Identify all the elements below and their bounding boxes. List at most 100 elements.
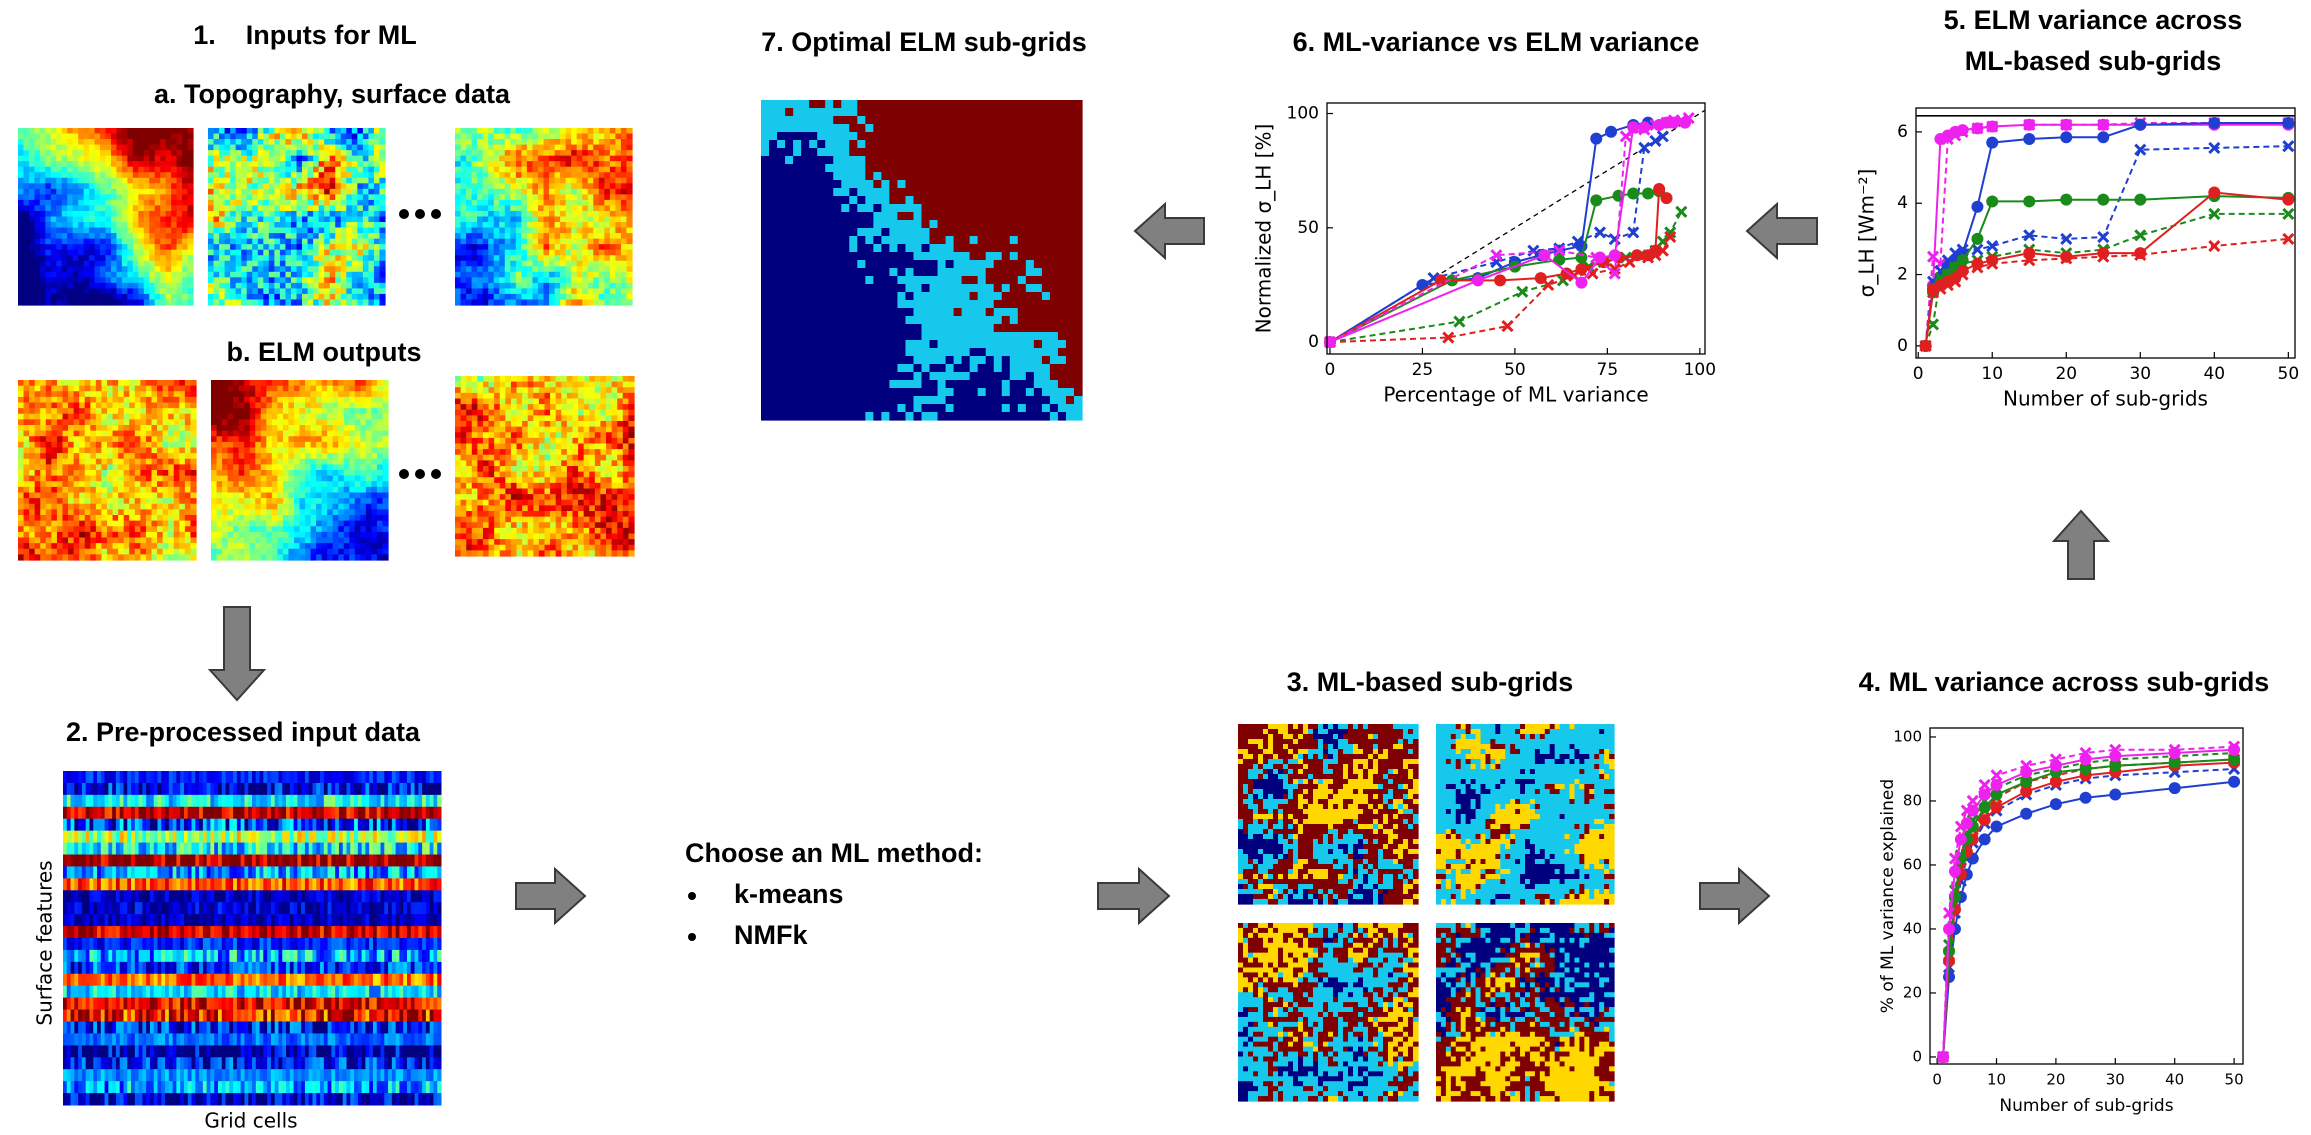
pixel bbox=[78, 200, 84, 206]
pixel bbox=[344, 493, 350, 499]
pixel bbox=[247, 294, 253, 300]
pixel bbox=[124, 515, 130, 521]
pixel bbox=[344, 391, 350, 397]
pixel bbox=[494, 134, 500, 140]
pixel bbox=[68, 442, 74, 448]
pixel bbox=[155, 145, 161, 151]
pixel bbox=[35, 464, 41, 470]
pixel bbox=[40, 391, 46, 397]
pixel bbox=[146, 521, 152, 527]
pixel bbox=[604, 283, 610, 289]
pixel bbox=[241, 272, 247, 278]
pixel bbox=[319, 228, 325, 234]
pixel bbox=[577, 200, 583, 206]
pixel bbox=[219, 261, 225, 267]
pixel bbox=[177, 161, 183, 167]
pixel bbox=[483, 299, 489, 305]
pixel bbox=[244, 509, 250, 515]
pixel bbox=[255, 391, 261, 397]
pixel bbox=[51, 549, 57, 555]
pixel bbox=[56, 183, 62, 189]
pixel bbox=[225, 261, 231, 267]
pixel bbox=[239, 442, 245, 448]
pixel bbox=[149, 183, 155, 189]
pixel bbox=[330, 150, 336, 156]
pixel bbox=[505, 178, 511, 184]
pixel bbox=[349, 476, 355, 482]
pixel bbox=[24, 436, 30, 442]
pixel bbox=[274, 128, 280, 134]
pixel bbox=[344, 380, 350, 386]
pixel bbox=[163, 554, 169, 560]
pixel bbox=[532, 134, 538, 140]
pixel bbox=[305, 493, 311, 499]
pixel bbox=[374, 283, 380, 289]
pixel bbox=[171, 277, 177, 283]
pixel bbox=[352, 134, 358, 140]
pixel bbox=[101, 459, 107, 465]
pixel bbox=[455, 244, 461, 250]
pixel bbox=[51, 255, 57, 261]
pixel bbox=[255, 493, 261, 499]
pixel bbox=[241, 128, 247, 134]
pixel bbox=[29, 211, 35, 217]
pixel bbox=[149, 145, 155, 151]
pixel bbox=[255, 498, 261, 504]
pixel bbox=[214, 134, 220, 140]
pixel bbox=[327, 448, 333, 454]
pixel bbox=[521, 189, 527, 195]
pixel bbox=[160, 167, 166, 173]
pixel bbox=[96, 403, 102, 409]
pixel bbox=[90, 425, 96, 431]
pixel bbox=[379, 217, 385, 223]
pixel bbox=[455, 178, 461, 184]
pixel bbox=[79, 442, 85, 448]
pixel bbox=[521, 211, 527, 217]
pixel bbox=[152, 515, 158, 521]
pixel bbox=[155, 228, 161, 234]
pixel bbox=[122, 228, 128, 234]
pixel bbox=[163, 481, 169, 487]
pixel bbox=[324, 183, 330, 189]
pixel bbox=[615, 128, 621, 134]
pixel bbox=[455, 172, 461, 178]
pixel bbox=[255, 431, 261, 437]
pixel bbox=[477, 261, 483, 267]
pixel bbox=[35, 436, 41, 442]
pixel bbox=[288, 459, 294, 465]
pixel bbox=[455, 128, 461, 134]
pixel bbox=[135, 442, 141, 448]
pixel bbox=[239, 431, 245, 437]
pixel bbox=[179, 543, 185, 549]
pixel bbox=[266, 408, 272, 414]
pixel bbox=[185, 431, 191, 437]
pixel bbox=[288, 532, 294, 538]
pixel bbox=[34, 283, 40, 289]
pixel bbox=[233, 504, 239, 510]
pixel bbox=[305, 448, 311, 454]
pixel bbox=[230, 200, 236, 206]
pixel bbox=[174, 414, 180, 420]
pixel bbox=[313, 139, 319, 145]
pixel bbox=[152, 419, 158, 425]
pixel bbox=[357, 272, 363, 278]
pixel bbox=[283, 481, 289, 487]
pixel bbox=[261, 436, 267, 442]
pixel bbox=[225, 288, 231, 294]
pixel bbox=[34, 299, 40, 305]
pixel bbox=[113, 414, 119, 420]
pixel bbox=[371, 408, 377, 414]
pixel bbox=[124, 549, 130, 555]
pixel bbox=[62, 288, 68, 294]
pixel bbox=[157, 526, 163, 532]
pixel bbox=[266, 414, 272, 420]
pixel bbox=[160, 189, 166, 195]
pixel bbox=[599, 161, 605, 167]
pixel bbox=[560, 128, 566, 134]
pixel bbox=[106, 167, 112, 173]
pixel bbox=[89, 150, 95, 156]
pixel bbox=[144, 244, 150, 250]
pixel bbox=[185, 425, 191, 431]
pixel bbox=[322, 431, 328, 437]
pixel bbox=[211, 442, 217, 448]
